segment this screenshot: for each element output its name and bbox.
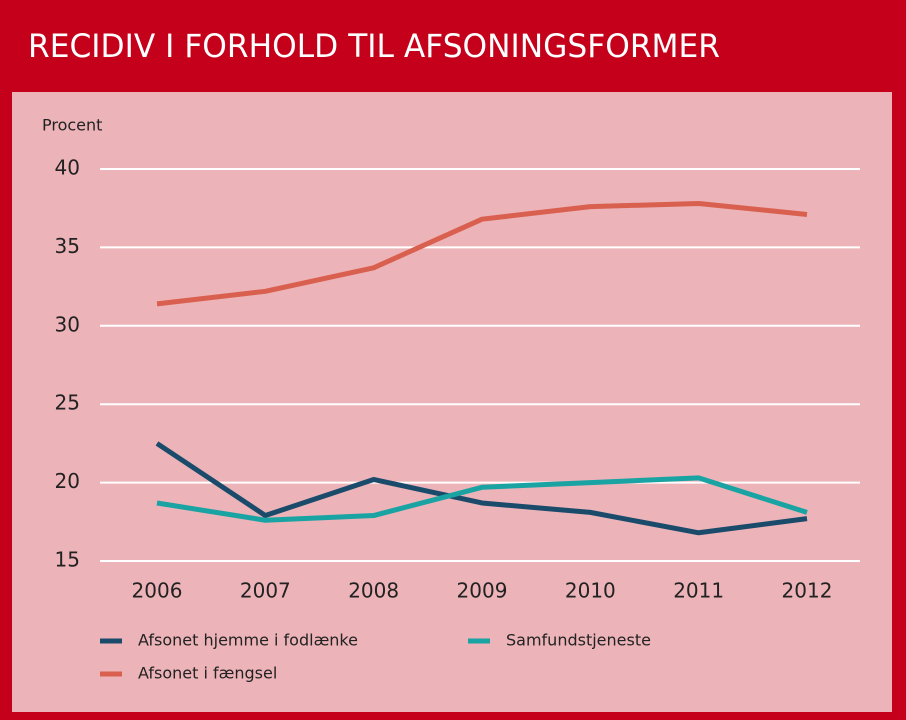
- legend-label: Afsonet hjemme i fodlænke: [138, 631, 358, 650]
- x-tick-label: 2010: [565, 579, 616, 603]
- y-tick-label: 25: [55, 391, 80, 415]
- series-line: [156, 475, 808, 523]
- y-tick-label: 35: [55, 234, 80, 258]
- series-line: [155, 441, 808, 536]
- x-tick-label: 2009: [457, 579, 508, 603]
- chart-title: RECIDIV I FORHOLD TIL AFSONINGSFORMER: [28, 27, 720, 65]
- y-tick-label: 15: [55, 548, 80, 572]
- y-tick-label: 30: [55, 312, 80, 336]
- x-tick-label: 2012: [782, 579, 833, 603]
- y-tick-label: 40: [55, 156, 80, 180]
- x-tick-label: 2006: [132, 579, 183, 603]
- y-tick-label: 20: [55, 469, 80, 493]
- panel: [12, 92, 892, 712]
- x-tick-label: 2008: [348, 579, 399, 603]
- x-tick-label: 2007: [240, 579, 291, 603]
- legend-label: Samfundstjeneste: [506, 631, 651, 650]
- series-line: [156, 200, 808, 307]
- x-tick-label: 2011: [673, 579, 724, 603]
- legend-label: Afsonet i fængsel: [138, 664, 277, 683]
- y-axis-label: Procent: [42, 116, 102, 135]
